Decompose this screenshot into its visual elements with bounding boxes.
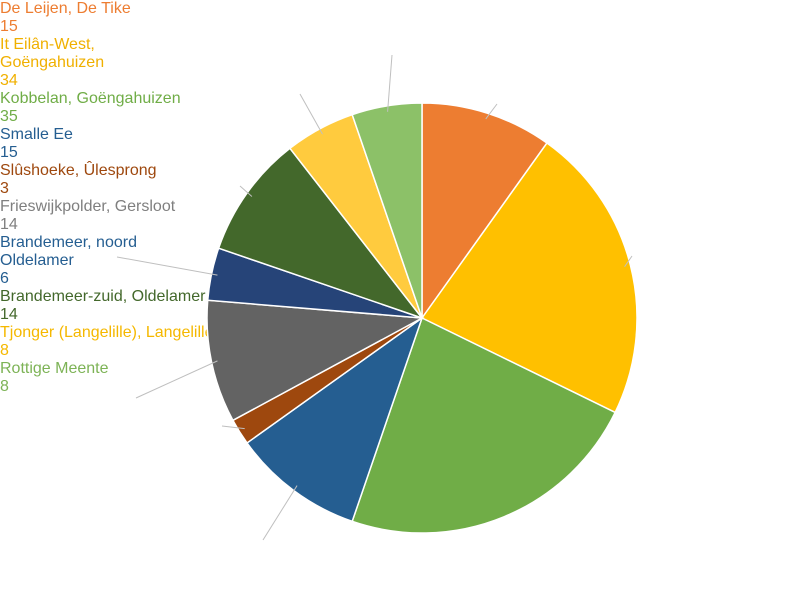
label-name: It Eilân-West, Goëngahuizen: [0, 36, 105, 71]
label-name: De Leijen, De Tike: [0, 0, 131, 17]
label-name: Brandemeer, noord Oldelamer: [0, 234, 137, 269]
label-value: 35: [0, 108, 18, 125]
leader-line: [239, 185, 253, 197]
leader-line: [299, 93, 323, 135]
label-value: 14: [0, 306, 18, 323]
leader-line: [387, 54, 393, 112]
leader-line: [624, 255, 633, 267]
leader-line: [485, 103, 498, 120]
pie-slice: [206, 299, 425, 422]
leader-line: [135, 360, 218, 399]
pie-slice: [217, 147, 425, 320]
pie-slice: [420, 141, 638, 414]
leader-line: [262, 485, 298, 541]
label-name: Kobbelan, Goëngahuizen: [0, 90, 181, 107]
data-label: Frieswijkpolder, Gersloot 14: [0, 198, 220, 234]
data-label: It Eilân-West, Goëngahuizen 34: [0, 36, 160, 90]
label-name: Rottige Meente: [0, 360, 109, 377]
data-label: Smalle Ee 15: [0, 126, 120, 162]
data-label: Slûshoeke, Ûlesprong 3: [0, 162, 200, 198]
label-value: 34: [0, 72, 18, 89]
leader-line: [221, 425, 245, 430]
label-name: Tjonger (Langelille), Langelille: [0, 324, 214, 341]
label-name: Smalle Ee: [0, 126, 73, 143]
pie-slice: [421, 102, 548, 321]
data-label: Brandemeer-zuid, Oldelamer 14: [0, 288, 240, 324]
pie-slice: [351, 102, 423, 319]
data-label: Rottige Meente 8: [0, 360, 160, 396]
label-value: 6: [0, 270, 9, 287]
leader-line: [116, 256, 218, 276]
label-value: 8: [0, 378, 9, 395]
label-value: 15: [0, 144, 18, 161]
pie-slice: [351, 316, 617, 534]
data-label: Tjonger (Langelille), Langelille 8: [0, 324, 240, 360]
label-value: 14: [0, 216, 18, 233]
label-value: 3: [0, 180, 9, 197]
label-value: 8: [0, 342, 9, 359]
label-name: Frieswijkpolder, Gersloot: [0, 198, 176, 215]
data-label: De Leijen, De Tike 15: [0, 0, 200, 36]
data-label: Kobbelan, Goëngahuizen 35: [0, 90, 220, 126]
label-name: Brandemeer-zuid, Oldelamer: [0, 288, 206, 305]
label-name: Slûshoeke, Ûlesprong: [0, 162, 157, 179]
label-value: 15: [0, 18, 18, 35]
data-label: Brandemeer, noord Oldelamer 6: [0, 234, 160, 288]
